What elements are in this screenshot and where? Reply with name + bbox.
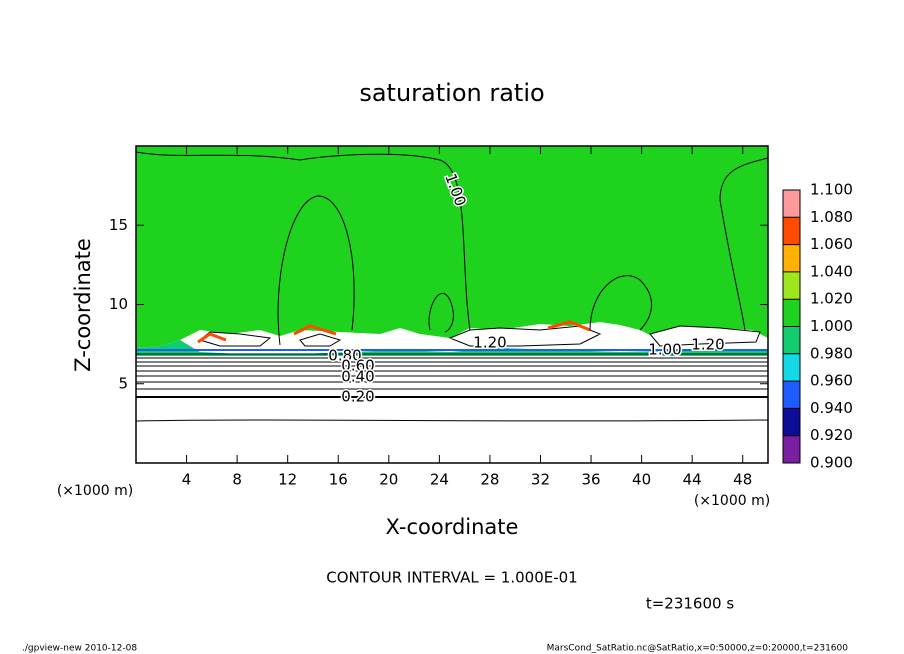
colorbar-label: 1.080 [810,208,853,226]
colorbar-label: 0.980 [810,344,853,362]
colorbar-segment [783,353,800,382]
colorbar-label: 1.020 [810,290,853,308]
x-tick-label: 20 [379,471,398,489]
footer-right: MarsCond_SatRatio.nc@SatRatio,x=0:50000,… [547,644,849,654]
contour-edge [197,320,591,344]
contour-label: 1.00 [648,341,681,359]
contour-label: 0.60 [341,357,374,375]
plot-area [135,145,769,464]
x-tick-label: 40 [632,471,651,489]
contour-lines [135,151,769,422]
colorbar-segment [783,190,800,218]
field-region [136,340,768,356]
colorbar-label: 1.060 [810,235,853,253]
contour-label: 1.20 [691,336,724,354]
contour-label: 0.40 [341,368,374,386]
x-tick-label: 4 [182,471,192,489]
y-tick-label: 15 [109,216,128,234]
contour-label: 1.20 [473,334,506,352]
colorbar-label: 0.960 [810,372,853,390]
colorbar-label: 0.940 [810,399,853,417]
colorbar-label: 0.920 [810,426,853,444]
colorbar-label: 1.100 [810,181,853,199]
x-tick-label: 16 [329,471,348,489]
footer-left: ./gpview-new 2010-12-08 [22,644,137,654]
x-unit-label: (×1000 m) [57,483,133,499]
colorbar-segment [783,326,800,354]
x-tick-label: 12 [278,471,297,489]
colorbar-segment [783,299,800,327]
y-axis-label: Z-coordinate [71,238,95,372]
x-tick-label: 36 [581,471,600,489]
x-tick-label: 28 [480,471,499,489]
x-unit-label: (×1000 m) [694,493,770,509]
y-tick-label: 5 [118,374,128,392]
colorbar-label: 0.900 [810,454,853,472]
chart-title: saturation ratio [359,79,544,107]
colorbar-label: 1.000 [810,317,853,335]
x-axis-label: X-coordinate [386,515,519,539]
x-tick-label: 48 [733,471,752,489]
contour-interval: CONTOUR INTERVAL = 1.000E-01 [326,569,577,587]
x-tick-label: 24 [430,471,449,489]
colorbar-segment [783,244,800,272]
colorbar-segment [783,435,800,463]
colorbar-segment [783,381,800,409]
time-label: t=231600 s [646,595,734,613]
field-region [136,146,768,348]
x-tick-label: 8 [232,471,242,489]
colorbar-segment [783,271,800,300]
contour-label: 0.80 [328,347,361,365]
colorbar-label: 1.040 [810,262,853,280]
x-tick-label: 32 [531,471,550,489]
contour-label: 0.20 [341,388,374,406]
colorbar-segment [783,217,800,245]
y-tick-label: 10 [109,295,128,313]
x-tick-label: 44 [683,471,702,489]
colorbar-segment [783,408,800,436]
